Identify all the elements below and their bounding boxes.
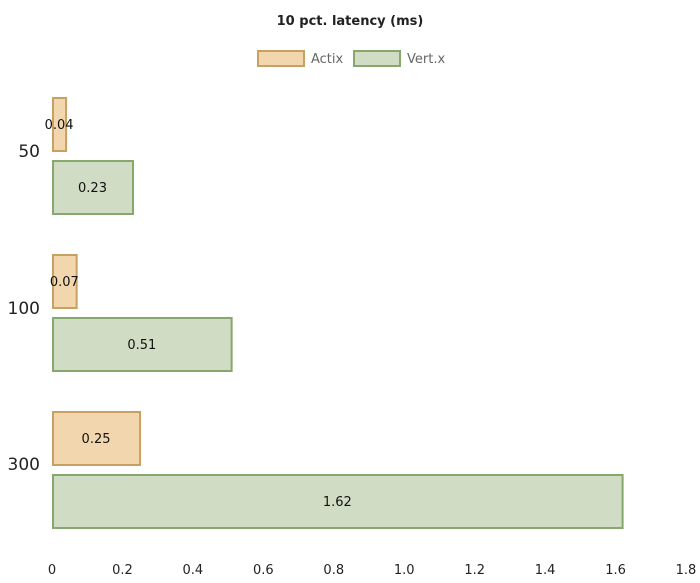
bar-actix-300 [52,411,142,466]
x-tick-label: 0.4 [183,563,204,578]
bar-vertx-300 [52,474,624,529]
category-label-300: 300 [8,455,40,475]
bar-vertx-100 [52,317,233,372]
legend: Actix Vert.x [257,50,445,67]
bar-actix-100 [52,254,78,309]
plot-area: 50 0.04 0.23 100 0.07 0.51 300 0.25 1.62 0 0.2 0.4 0… [8,97,697,578]
category-label-100: 100 [8,299,40,319]
x-tick-label: 1.0 [394,563,415,578]
legend-swatch-vertx [353,50,401,67]
chart-title: 10 pct. latency (ms) [277,14,424,29]
x-tick-label: 1.2 [464,563,485,578]
x-tick-label: 1.4 [535,563,556,578]
x-tick-label: 1.6 [605,563,626,578]
bar-actix-50 [52,97,68,152]
x-tick-label: 0 [48,563,56,578]
category-label-50: 50 [18,142,40,162]
bar-value-label-actix-300: 0.25 [82,432,111,447]
bar-vertx-50 [52,160,135,215]
bar-value-label-vertx-100: 0.51 [127,338,156,353]
x-tick-label: 0.8 [323,563,344,578]
x-tick-label: 1.8 [676,563,697,578]
bar-value-label-vertx-50: 0.23 [78,181,107,196]
bar-value-label-actix-100: 0.07 [50,275,79,290]
legend-label-actix: Actix [311,52,344,67]
legend-label-vertx: Vert.x [407,52,445,67]
x-tick-label: 0.6 [253,563,274,578]
bar-value-label-vertx-300: 1.62 [323,495,352,510]
bar-value-label-actix-50: 0.04 [45,118,74,133]
legend-swatch-actix [257,50,305,67]
x-tick-label: 0.2 [112,563,133,578]
